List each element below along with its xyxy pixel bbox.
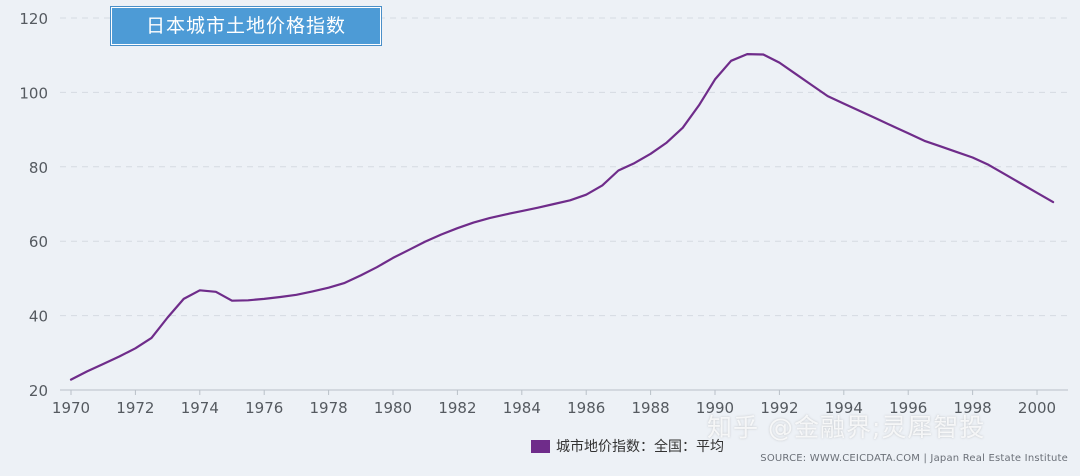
x-tick-label: 1998 <box>954 399 992 417</box>
x-tick-label: 1974 <box>181 399 219 417</box>
x-tick-label: 1988 <box>632 399 670 417</box>
x-tick-label: 1972 <box>116 399 154 417</box>
watermark: 知乎 @金融界;灵犀智投 <box>707 413 986 442</box>
y-tick-label: 60 <box>29 233 48 251</box>
legend-label: 城市地价指数：全国：平均 <box>556 439 724 455</box>
grid-lines <box>60 17 1068 317</box>
x-tick-label: 1980 <box>374 399 412 417</box>
x-tick-label: 1994 <box>825 399 863 417</box>
series-layer <box>69 52 1055 381</box>
x-tick-label: 1990 <box>696 399 734 417</box>
legend-swatch <box>531 439 550 453</box>
x-tick-label: 1986 <box>567 399 605 417</box>
x-tick-label: 1970 <box>52 399 90 417</box>
x-tick-label: 1996 <box>889 399 927 417</box>
y-tick-label: 120 <box>19 10 48 28</box>
x-tick-label: 1984 <box>503 399 541 417</box>
x-axis-ticks: 1970 1972 1974 1976 1978 1980 1982 1984 1986 1988… <box>52 390 1056 417</box>
y-axis-ticks: 20 40 60 80 100 120 <box>19 10 48 400</box>
x-tick-label: 1976 <box>245 399 283 417</box>
x-tick-label: 2000 <box>1018 399 1056 417</box>
y-tick-label: 80 <box>29 159 48 177</box>
series-line <box>69 52 1055 381</box>
chart-title: 日本城市土地价格指数 <box>111 7 381 45</box>
y-tick-label: 100 <box>19 84 48 102</box>
x-tick-label: 1978 <box>310 399 348 417</box>
y-tick-label: 20 <box>29 382 48 400</box>
source-note: SOURCE: WWW.CEICDATA.COM | Japan Real Es… <box>760 453 1068 464</box>
x-tick-label: 1982 <box>438 399 476 417</box>
x-tick-label: 1992 <box>760 399 798 417</box>
legend: 城市地价指数：全国：平均 <box>531 436 724 456</box>
y-tick-label: 40 <box>29 308 48 326</box>
